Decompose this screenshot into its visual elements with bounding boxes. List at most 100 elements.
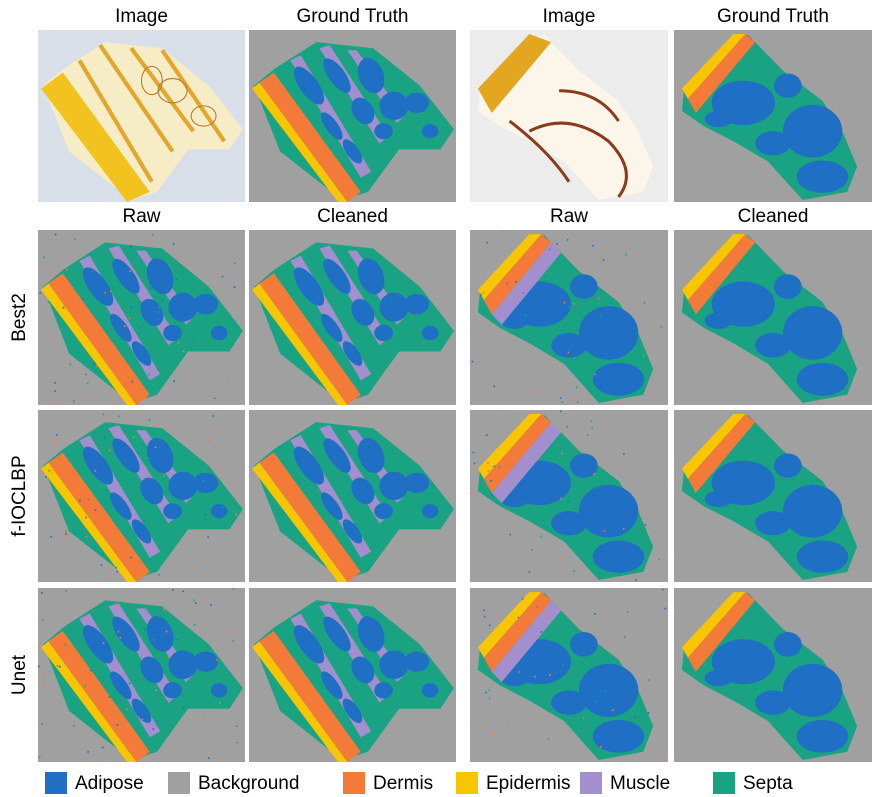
speckle	[73, 400, 75, 402]
panel	[470, 30, 668, 202]
speckle	[55, 234, 57, 236]
speckle	[109, 576, 111, 578]
speckle	[74, 239, 76, 241]
speckle	[118, 415, 120, 417]
speckle	[549, 249, 551, 251]
speckle	[118, 631, 120, 633]
speckle	[661, 326, 663, 328]
adipose	[163, 503, 182, 519]
speckle	[658, 559, 660, 561]
speckle	[540, 701, 542, 703]
adipose	[797, 161, 848, 193]
speckle	[88, 499, 90, 501]
speckle	[173, 380, 175, 382]
adipose	[168, 650, 197, 679]
speckle	[582, 565, 584, 567]
speckle	[494, 385, 496, 387]
speckle	[600, 746, 602, 748]
speckle	[233, 640, 235, 642]
speckle	[662, 589, 664, 591]
speckle	[191, 341, 193, 343]
speckle	[480, 294, 482, 296]
speckle	[153, 639, 155, 641]
speckle	[155, 447, 157, 449]
speckle	[128, 375, 130, 377]
speckle	[172, 589, 174, 591]
speckle	[599, 257, 601, 259]
speckle	[472, 361, 474, 363]
speckle	[492, 466, 494, 468]
speckle	[126, 709, 128, 711]
speckle	[85, 618, 87, 620]
column-header: Ground Truth	[717, 6, 829, 27]
panel	[249, 230, 456, 405]
speckle	[627, 611, 629, 613]
adipose	[422, 326, 439, 340]
speckle	[577, 401, 579, 403]
adipose	[774, 274, 802, 299]
speckle	[109, 709, 111, 711]
speckle	[129, 270, 131, 272]
speckle	[562, 664, 564, 666]
adipose	[551, 333, 587, 358]
speckle	[109, 449, 111, 451]
speckle	[522, 598, 524, 600]
speckle	[202, 480, 204, 482]
speckle	[211, 255, 213, 257]
legend-label: Epidermis	[486, 773, 570, 794]
speckle	[109, 696, 111, 698]
adipose	[404, 651, 429, 671]
speckle	[195, 602, 197, 604]
speckle	[610, 738, 612, 740]
adipose	[570, 454, 598, 478]
speckle	[152, 234, 154, 236]
speckle	[214, 397, 216, 399]
speckle	[236, 725, 238, 727]
speckle	[188, 494, 190, 496]
speckle	[611, 341, 613, 343]
speckle	[142, 718, 144, 720]
speckle	[161, 477, 163, 479]
speckle	[503, 411, 505, 413]
speckle	[158, 306, 160, 308]
speckle	[44, 685, 46, 687]
speckle	[574, 303, 576, 305]
speckle	[183, 351, 185, 353]
adipose	[579, 664, 638, 717]
speckle	[116, 571, 118, 573]
speckle	[86, 536, 88, 538]
speckle	[644, 302, 646, 304]
adipose	[374, 503, 393, 519]
legend-swatch	[343, 772, 365, 794]
speckle	[200, 530, 202, 532]
speckle	[163, 608, 165, 610]
speckle	[210, 604, 212, 606]
speckle	[235, 497, 237, 499]
column-subheader: Raw	[550, 206, 588, 227]
speckle	[567, 239, 569, 241]
adipose	[163, 325, 182, 341]
speckle	[73, 725, 75, 727]
speckle	[39, 292, 41, 294]
speckle	[130, 306, 132, 308]
adipose	[379, 293, 408, 322]
speckle	[150, 287, 152, 289]
speckle	[193, 599, 195, 601]
panel	[470, 588, 668, 762]
speckle	[63, 307, 65, 309]
panel	[674, 30, 872, 202]
speckle	[555, 524, 557, 526]
speckle	[548, 738, 550, 740]
speckle	[574, 570, 576, 572]
adipose	[755, 131, 791, 155]
speckle	[236, 742, 238, 744]
adipose	[774, 632, 802, 657]
speckle	[153, 728, 155, 730]
speckle	[43, 257, 45, 259]
speckle	[208, 757, 210, 759]
speckle	[124, 325, 126, 327]
speckle	[481, 454, 483, 456]
column-header: Ground Truth	[297, 6, 409, 27]
adipose	[570, 274, 598, 299]
speckle	[643, 355, 645, 357]
